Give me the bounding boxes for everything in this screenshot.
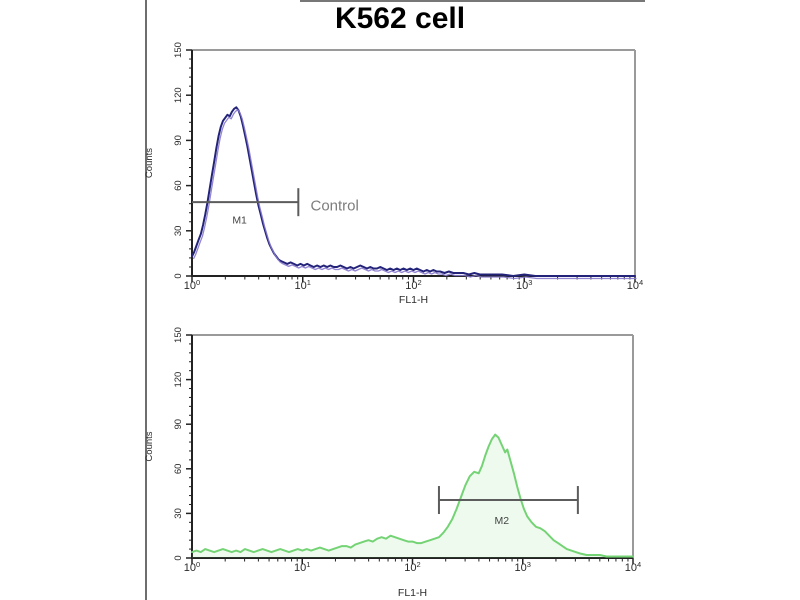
x-tick-label: 102 (405, 278, 421, 292)
y-axis-title: Counts (144, 148, 155, 178)
y-axis-title: Counts (144, 431, 155, 461)
y-tick-label: 150 (173, 42, 184, 58)
y-tick-label: 90 (173, 135, 184, 146)
x-tick-label: 103 (515, 560, 531, 574)
x-tick-label: 103 (516, 278, 532, 292)
y-tick-label: 60 (173, 180, 184, 191)
gate-M1: M1 Control (192, 188, 359, 226)
plot-frame (192, 334, 634, 558)
y-tick-label: 60 (173, 464, 184, 475)
x-tick-label: 100 (184, 560, 200, 574)
x-tick-label: 102 (404, 560, 420, 574)
plot-frame (192, 49, 636, 276)
x-axis-title: FL1-H (399, 294, 428, 306)
y-tick-label: 90 (173, 419, 184, 430)
axes: 0 30 60 90 120 150 100 101 102 103 104 Counts FL1-H (144, 42, 643, 306)
y-tick-label: 120 (173, 372, 184, 388)
figure-title: K562 cell (334, 2, 466, 35)
axes: 0 30 60 90 120 150 100 101 102 103 104 Counts FL1-H (144, 327, 641, 599)
y-tick-label: 0 (173, 555, 184, 560)
photo-crop-edge-left (145, 0, 147, 600)
x-tick-label: 104 (625, 560, 641, 574)
x-tick-label: 100 (184, 278, 200, 292)
gate-label: M2 (495, 515, 510, 527)
gate-label: M1 (232, 214, 247, 226)
y-tick-label: 0 (173, 273, 184, 278)
y-tick-label: 30 (173, 508, 184, 519)
y-tick-label: 150 (173, 327, 184, 343)
control-histogram-chart: 0 30 60 90 120 150 100 101 102 103 104 Counts FL1-H M… (144, 42, 643, 306)
x-tick-label: 104 (627, 278, 643, 292)
y-tick-label: 30 (173, 226, 184, 237)
antibody-stained-histogram-chart: 0 30 60 90 120 150 100 101 102 103 104 Counts FL1-H M… (144, 327, 641, 599)
gate-M2: M2 (437, 486, 579, 527)
x-axis-title: FL1-H (398, 587, 427, 599)
gate-caption: Control (311, 198, 359, 215)
x-tick-label: 101 (295, 278, 311, 292)
control-histogram-curve (191, 106, 637, 280)
y-tick-label: 120 (173, 87, 184, 103)
photo-crop-edge-top (300, 0, 645, 2)
x-tick-label: 101 (294, 560, 310, 574)
stained-histogram-curve (191, 433, 634, 558)
